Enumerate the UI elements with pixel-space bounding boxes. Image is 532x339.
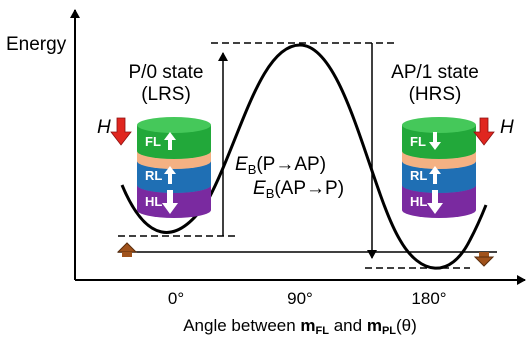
right-state-line1: AP/1 state	[391, 62, 479, 83]
left-field-arrow-icon	[110, 117, 132, 146]
bias-up-arrow-icon	[116, 242, 138, 253]
left-field-label: H	[97, 117, 111, 138]
left-free-layer	[137, 125, 211, 159]
right-reference-layer	[402, 161, 476, 193]
left-fl-label: FL	[145, 134, 161, 149]
right-free-layer-top	[402, 117, 476, 133]
y-axis-label: Energy	[6, 34, 67, 55]
x-tick-180: 180°	[411, 289, 446, 308]
x-tick-0: 0°	[168, 289, 184, 308]
left-state-line1: P/0 state	[129, 62, 204, 83]
left-hl-down-arrow-icon	[162, 190, 178, 214]
right-field-arrow-icon	[473, 117, 495, 146]
left-free-layer-top	[137, 117, 211, 133]
right-rl-label: RL	[410, 168, 427, 183]
right-fl-label: FL	[410, 134, 426, 149]
x-tick-90: 90°	[287, 289, 313, 308]
left-hl-label: HL	[145, 194, 162, 209]
energy-curve	[120, 43, 488, 270]
barrier-p-to-ap-label: EB(P→AP)	[235, 154, 326, 177]
left-reference-layer	[137, 161, 211, 193]
right-rl-up-arrow-icon	[429, 166, 441, 184]
left-rl-label: RL	[145, 168, 162, 183]
right-mtj-stack: FL RL HL H	[402, 117, 514, 218]
right-fl-down-arrow-icon	[429, 132, 441, 150]
left-fl-up-arrow-icon	[164, 132, 176, 150]
left-mtj-stack: H FL RL HL	[97, 117, 211, 218]
bias-down-arrow-stem	[479, 252, 489, 257]
x-axis-label: Angle between mFL and mPL(θ)	[183, 316, 417, 337]
bias-down-arrow-icon	[473, 256, 495, 267]
right-hard-layer	[402, 185, 476, 218]
right-hl-down-arrow-icon	[427, 190, 443, 214]
left-rl-up-arrow-icon	[164, 166, 176, 184]
barrier-ap-to-p-label: EB(AP→P)	[253, 178, 344, 201]
right-state-line2: (HRS)	[409, 84, 462, 105]
bias-up-arrow-stem	[122, 252, 132, 257]
left-state-line2: (LRS)	[141, 84, 191, 105]
left-hard-layer	[137, 185, 211, 218]
right-field-label: H	[500, 117, 514, 138]
right-hl-label: HL	[410, 194, 427, 209]
